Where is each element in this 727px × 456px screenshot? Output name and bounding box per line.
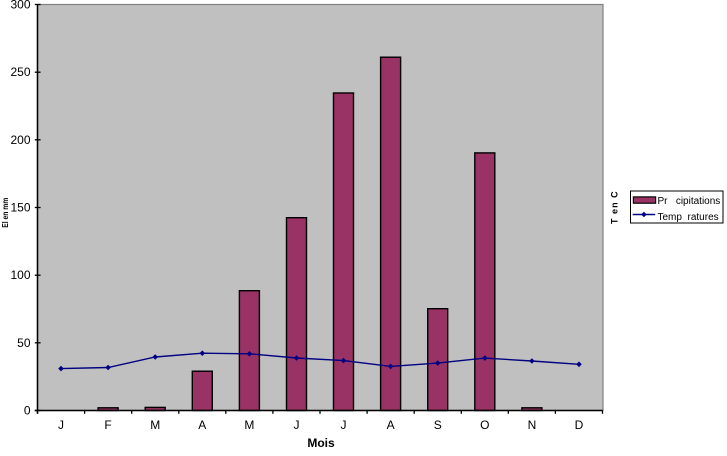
svg-text:J: J [341,418,347,432]
svg-text:Mois: Mois [307,436,335,450]
svg-text:100: 100 [10,268,30,282]
svg-text:50: 50 [17,336,31,350]
svg-text:El en mm: El en mm [1,198,10,228]
svg-text:T en C: T en C [609,191,619,224]
svg-text:0: 0 [24,404,31,418]
svg-text:A: A [198,418,206,432]
svg-text:Pr cipitations: Pr cipitations [658,196,721,207]
svg-text:D: D [575,418,584,432]
svg-text:M: M [244,418,254,432]
svg-text:200: 200 [10,133,30,147]
svg-text:N: N [528,418,537,432]
svg-text:150: 150 [10,201,30,215]
svg-text:Temp ratures: Temp ratures [658,212,719,223]
svg-text:300: 300 [10,0,30,12]
svg-text:S: S [434,418,442,432]
svg-text:250: 250 [10,65,30,79]
svg-text:J: J [58,418,64,432]
svg-text:F: F [104,418,111,432]
svg-text:M: M [150,418,160,432]
svg-text:J: J [294,418,300,432]
svg-text:A: A [387,418,395,432]
svg-text:O: O [480,418,489,432]
